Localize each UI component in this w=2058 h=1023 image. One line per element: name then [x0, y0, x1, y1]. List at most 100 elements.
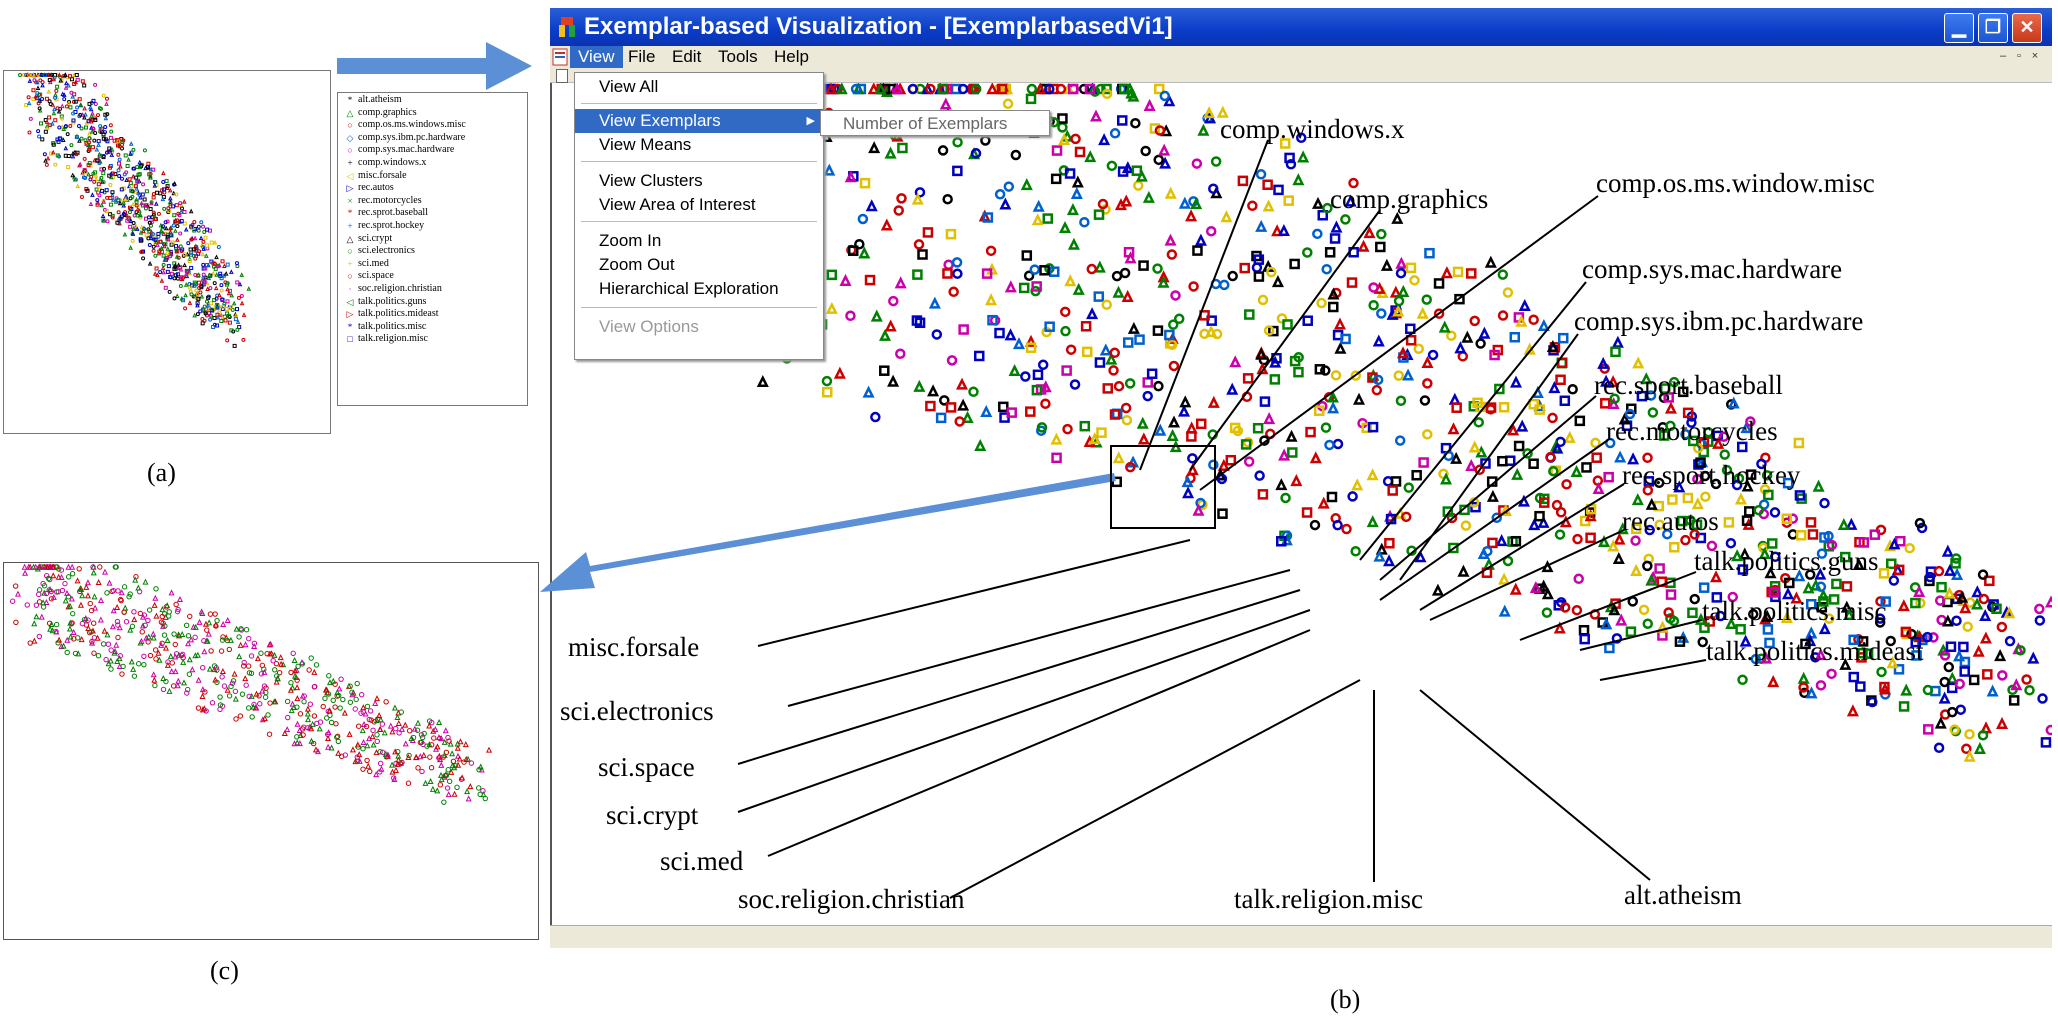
scatter-point — [1031, 384, 1043, 396]
restore-button[interactable]: ❐ — [1978, 13, 2008, 43]
scatter-point — [1949, 724, 1960, 735]
scatter-point — [162, 243, 167, 249]
scatter-point — [230, 678, 237, 684]
scatter-point — [79, 136, 84, 141]
scatter-point — [854, 238, 865, 250]
scatter-point — [359, 727, 366, 734]
scatter-point — [1946, 682, 1958, 694]
menu-item-hierarchical-exploration[interactable]: Hierarchical Exploration — [599, 279, 779, 298]
scatter-point — [127, 626, 134, 633]
minimize-button[interactable]: ▁ — [1944, 13, 1974, 43]
scatter-point — [104, 101, 109, 106]
scatter-point — [266, 641, 273, 648]
scatter-point — [1954, 678, 1965, 690]
document-icon[interactable] — [552, 48, 568, 66]
menu-view[interactable]: View — [570, 46, 623, 68]
scatter-point — [77, 138, 82, 143]
scatter-point — [1941, 544, 1954, 557]
scatter-point — [26, 95, 31, 100]
scatter-point — [931, 329, 943, 340]
scatter-point — [89, 174, 94, 179]
mdi-minimize-button[interactable]: – — [1999, 50, 2007, 62]
scatter-point — [449, 762, 456, 769]
scatter-point — [138, 230, 144, 235]
scatter-point — [47, 115, 52, 120]
scatter-point — [93, 82, 98, 87]
scatter-point — [129, 188, 134, 193]
scatter-point — [78, 636, 85, 643]
scatter-point — [141, 182, 146, 187]
menu-tools[interactable]: Tools — [718, 47, 758, 66]
menu-item-zoom-in[interactable]: Zoom In — [599, 231, 662, 250]
legend-label: comp.graphics — [358, 106, 417, 118]
menu-item-view-exemplars[interactable]: View Exemplars ▶ — [575, 109, 823, 133]
menu-item-view-all[interactable]: View All — [599, 77, 659, 96]
scatter-point — [973, 350, 985, 362]
scatter-point — [128, 181, 133, 186]
menu-item-view-area-of-interest[interactable]: View Area of Interest — [599, 195, 756, 214]
scatter-point — [116, 198, 121, 203]
mdi-close-button[interactable]: × — [2031, 50, 2039, 62]
scatter-point — [1668, 376, 1680, 388]
menu-item-view-means[interactable]: View Means — [599, 135, 692, 154]
scatter-point — [957, 398, 970, 411]
scatter-point — [1026, 83, 1038, 95]
scatter-point — [895, 348, 906, 360]
scatter-point — [69, 143, 74, 148]
scatter-point — [1106, 160, 1118, 172]
scatter-point — [216, 244, 221, 249]
scatter-point — [118, 163, 123, 169]
scatter-point — [447, 740, 454, 747]
scatter-point — [442, 727, 449, 734]
scatter-point — [913, 239, 925, 250]
scatter-point — [1888, 575, 1900, 586]
scatter-point — [130, 173, 136, 179]
scatter-point — [174, 247, 179, 252]
scatter-point — [296, 740, 303, 747]
scatter-point — [194, 254, 199, 259]
scatter-point — [911, 192, 924, 205]
menu-item-view-clusters[interactable]: View Clusters — [599, 171, 703, 190]
scatter-point — [176, 262, 181, 267]
close-button[interactable]: ✕ — [2012, 13, 2042, 43]
scatter-point — [948, 286, 959, 298]
scatter-point — [294, 720, 301, 727]
scatter-point — [47, 576, 53, 583]
scatter-point — [1900, 683, 1913, 696]
legend-entry: * alt.atheism — [342, 94, 523, 107]
scatter-point — [347, 683, 353, 689]
menu-help[interactable]: Help — [774, 47, 809, 66]
scatter-point — [1050, 173, 1062, 185]
menu-edit[interactable]: Edit — [672, 47, 702, 66]
scatter-point — [117, 144, 122, 149]
scatter-point — [377, 749, 383, 755]
scatter-point — [197, 286, 202, 291]
new-document-icon[interactable] — [556, 69, 568, 83]
exemplars-submenu[interactable]: Number of Exemplars — [820, 110, 1050, 136]
menu-file[interactable]: File — [628, 47, 656, 66]
scatter-point — [51, 76, 57, 82]
scatter-point — [911, 315, 923, 326]
scatter-point — [162, 257, 168, 262]
scatter-point — [845, 310, 856, 322]
scatter-point — [172, 180, 177, 186]
scatter-point — [1630, 523, 1642, 535]
scatter-point — [237, 713, 244, 719]
panel-a-legend: * alt.atheism △ comp.graphics ○ comp.os.ms.wi… — [337, 92, 528, 406]
scatter-point — [290, 650, 296, 657]
scatter-point — [1971, 585, 1984, 598]
legend-label: sci.electronics — [358, 245, 415, 257]
scatter-point — [1805, 599, 1817, 610]
scatter-point — [71, 118, 76, 123]
scatter-point — [95, 653, 102, 659]
scatter-point — [1642, 485, 1654, 496]
menu-item-zoom-out[interactable]: Zoom Out — [599, 255, 675, 274]
scatter-point — [108, 123, 113, 128]
scatter-point — [1805, 517, 1817, 528]
scatter-point — [189, 224, 194, 229]
scatter-point — [62, 580, 68, 587]
mdi-restore-button[interactable]: ▫ — [2017, 50, 2021, 62]
scatter-point — [192, 623, 199, 630]
scatter-point — [271, 651, 278, 658]
scatter-point — [89, 639, 96, 646]
